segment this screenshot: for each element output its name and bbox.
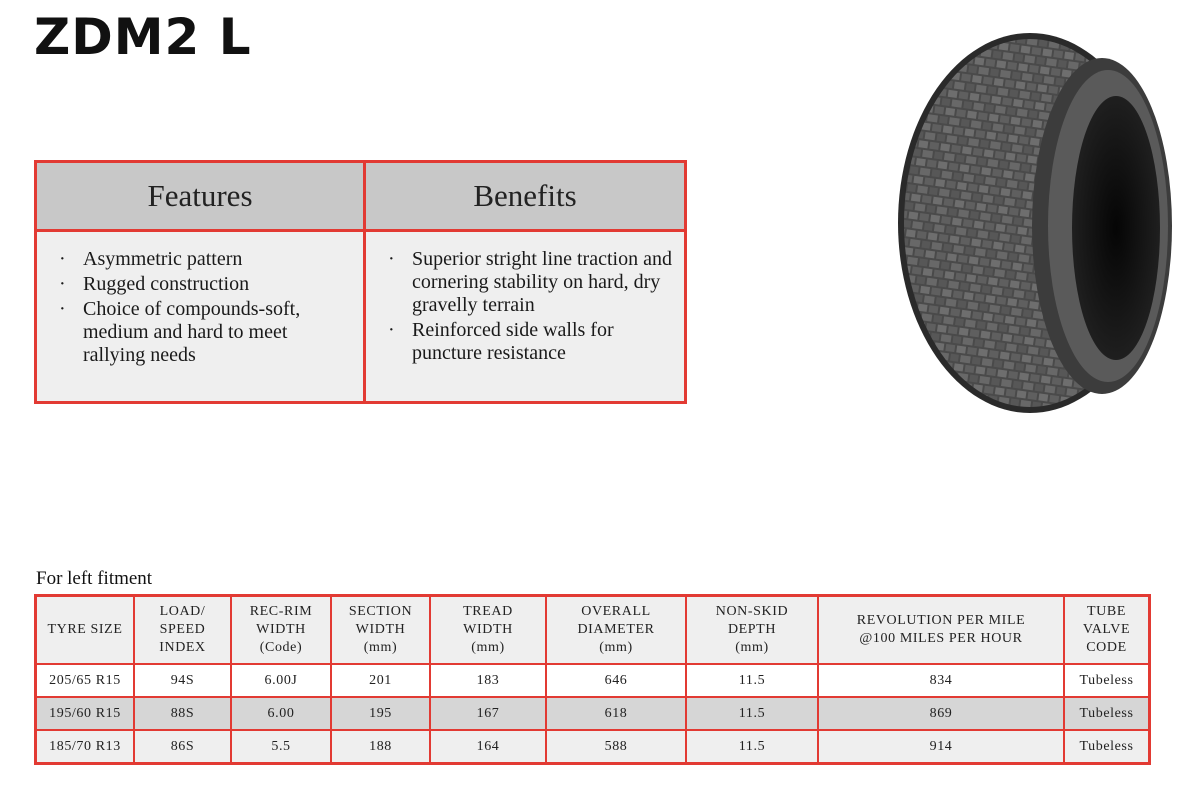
table-cell: 869	[817, 696, 1065, 731]
table-cell: 201	[330, 663, 431, 698]
column-header: LOAD/SPEED INDEX	[133, 594, 232, 665]
benefit-item: Reinforced side walls for puncture resis…	[386, 319, 674, 365]
table-cell: 6.00	[230, 696, 332, 731]
table-cell: 183	[429, 663, 547, 698]
table-cell: 834	[817, 663, 1065, 698]
feature-item: Rugged construction	[57, 273, 353, 296]
benefit-item: Superior stright line traction and corne…	[386, 248, 674, 317]
features-list: Asymmetric pattern Rugged construction C…	[57, 248, 353, 367]
table-cell: 588	[545, 729, 687, 765]
table-cell: 11.5	[685, 663, 819, 698]
benefits-header: Benefits	[366, 163, 684, 229]
column-header: TYRE SIZE	[34, 594, 135, 665]
table-cell: 914	[817, 729, 1065, 765]
table-cell: 205/65 R15	[34, 663, 135, 698]
product-title: ZDM2 L	[34, 8, 252, 66]
table-cell: Tubeless	[1063, 696, 1151, 731]
feature-item: Asymmetric pattern	[57, 248, 353, 271]
column-header: TUBE VALVE CODE	[1063, 594, 1151, 665]
specification-table: TYRE SIZE LOAD/SPEED INDEX REC-RIM WIDTH (C…	[34, 594, 1151, 765]
table-cell: 11.5	[685, 729, 819, 765]
column-header: REC-RIM WIDTH (Code)	[230, 594, 332, 665]
features-list-cell: Asymmetric pattern Rugged construction C…	[37, 232, 363, 401]
benefits-list-cell: Superior stright line traction and corne…	[366, 232, 684, 401]
table-header-row: TYRE SIZE LOAD/SPEED INDEX REC-RIM WIDTH (C…	[34, 594, 1151, 665]
table-row: 195/60 R15 88S 6.00 195 167 618 11.5 869…	[34, 696, 1151, 731]
table-cell: 5.5	[230, 729, 332, 765]
table-row: 205/65 R15 94S 6.00J 201 183 646 11.5 83…	[34, 663, 1151, 698]
table-row: 185/70 R13 86S 5.5 188 164 588 11.5 914 …	[34, 729, 1151, 765]
table-cell: 188	[330, 729, 431, 765]
column-header: OVERALL DIAMETER (mm)	[545, 594, 687, 665]
table-cell: 86S	[133, 729, 232, 765]
column-header: NON-SKID DEPTH (mm)	[685, 594, 819, 665]
table-cell: 646	[545, 663, 687, 698]
features-header: Features	[37, 163, 363, 229]
table-cell: 185/70 R13	[34, 729, 135, 765]
table-cell: 618	[545, 696, 687, 731]
column-header: TREAD WIDTH (mm)	[429, 594, 547, 665]
table-cell: 11.5	[685, 696, 819, 731]
benefits-list: Superior stright line traction and corne…	[386, 248, 674, 365]
table-cell: 88S	[133, 696, 232, 731]
features-benefits-table: Features Benefits Asymmetric pattern Rug…	[34, 160, 687, 404]
table-cell: 167	[429, 696, 547, 731]
table-cell: 94S	[133, 663, 232, 698]
table-cell: 195	[330, 696, 431, 731]
table-cell: 195/60 R15	[34, 696, 135, 731]
column-header: REVOLUTION PER MILE @100 MILES PER HOUR	[817, 594, 1065, 665]
table-cell: Tubeless	[1063, 729, 1151, 765]
fitment-label: For left fitment	[36, 568, 153, 589]
table-cell: 6.00J	[230, 663, 332, 698]
feature-item: Choice of compounds-soft, medium and har…	[57, 298, 353, 367]
column-header: SECTION WIDTH (mm)	[330, 594, 431, 665]
tyre-image	[898, 33, 1172, 413]
table-cell: Tubeless	[1063, 663, 1151, 698]
table-cell: 164	[429, 729, 547, 765]
